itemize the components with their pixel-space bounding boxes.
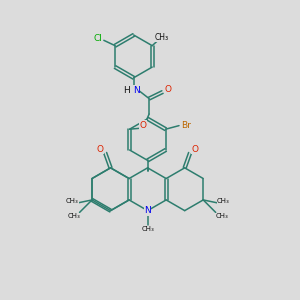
Text: CH₃: CH₃ [215,213,228,219]
Text: O: O [139,121,146,130]
Text: H: H [123,86,130,95]
Text: CH₃: CH₃ [154,33,169,42]
Text: O: O [192,145,199,154]
Text: CH₃: CH₃ [141,226,154,232]
Text: CH₃: CH₃ [217,198,230,204]
Text: CH₃: CH₃ [65,198,78,204]
Text: N: N [144,206,151,215]
Text: O: O [164,85,171,94]
Text: Cl: Cl [93,34,102,43]
Text: Br: Br [181,121,191,130]
Text: N: N [133,86,140,95]
Text: O: O [96,145,103,154]
Text: CH₃: CH₃ [67,213,80,219]
